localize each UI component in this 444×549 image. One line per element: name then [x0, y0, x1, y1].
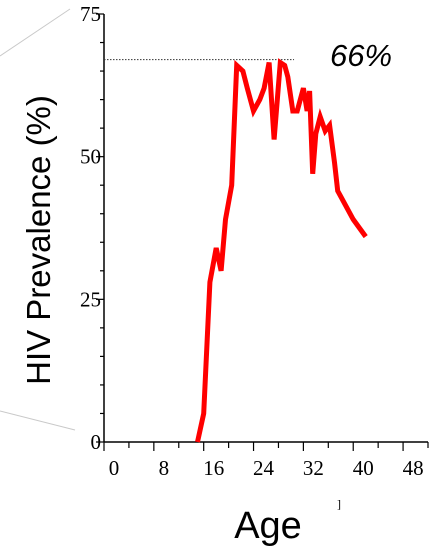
y-tick-label: 75	[80, 2, 101, 26]
y-tick-label: 50	[80, 145, 101, 169]
x-axis-title: Age	[234, 505, 302, 547]
annotation-66-percent: 66%	[330, 38, 392, 73]
x-tick-label: 16	[203, 456, 224, 480]
x-tick-label: 32	[303, 456, 324, 480]
x-tick-label: 40	[353, 456, 374, 480]
stray-bracket-mark: ]	[337, 497, 341, 511]
y-tick-label: 25	[80, 287, 101, 311]
x-tick-label: 8	[159, 456, 170, 480]
y-tick-label: 0	[91, 430, 102, 454]
x-tick-label: 0	[109, 456, 120, 480]
decor-line-top	[0, 8, 71, 57]
x-tick-label: 24	[253, 456, 275, 480]
y-axis-title: HIV Prevalence (%)	[20, 95, 57, 385]
decor-line-bottom	[0, 410, 76, 431]
x-tick-label: 48	[403, 456, 424, 480]
series-line	[195, 58, 368, 443]
